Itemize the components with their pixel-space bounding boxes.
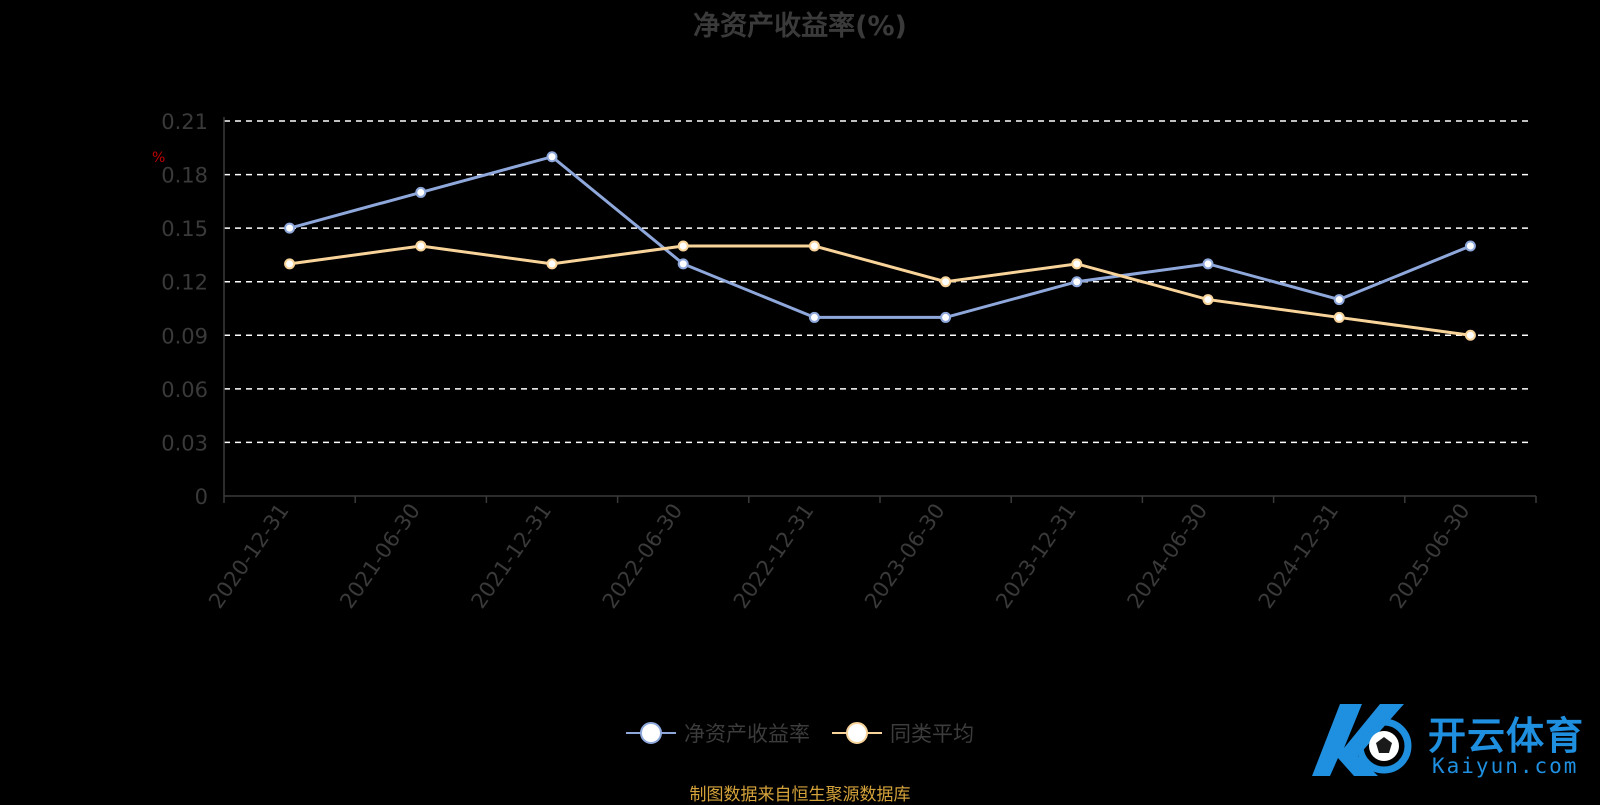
x-tick-label: 2024-06-30	[1122, 499, 1212, 613]
series-line-1	[289, 244, 1471, 337]
y-tick-label: 0.18	[161, 164, 208, 188]
x-tick-label: 2023-06-30	[860, 499, 950, 613]
x-tick-label: 2023-12-31	[991, 499, 1081, 613]
data-point-s0-1	[415, 186, 427, 198]
data-point-s1-2	[546, 258, 558, 270]
data-point-s1-0	[284, 258, 296, 270]
legend-label-roe: 净资产收益率	[684, 722, 810, 746]
source-note: 制图数据来自恒生聚源数据库	[689, 785, 911, 805]
data-point-s0-5	[940, 311, 952, 323]
data-point-s1-1	[415, 240, 427, 252]
watermark-brand: 开云体育	[1428, 714, 1585, 758]
data-point-s1-4	[808, 240, 820, 252]
kaiyun-logo	[1312, 704, 1412, 776]
y-tick-label: 0	[195, 485, 208, 509]
x-tick-label: 2024-12-31	[1254, 499, 1344, 613]
data-point-s0-6	[1071, 276, 1083, 288]
data-point-s0-8	[1333, 294, 1345, 306]
legend-item-peer-average[interactable]: 同类平均	[832, 718, 974, 748]
legend-label-peer-average: 同类平均	[890, 722, 974, 746]
data-point-s0-2	[546, 151, 558, 163]
x-tick-label: 2020-12-31	[204, 499, 294, 613]
series-line-0	[289, 155, 1471, 319]
data-point-s1-6	[1071, 258, 1083, 270]
data-point-s1-7	[1202, 294, 1214, 306]
legend-swatch-peer-average	[832, 721, 882, 745]
legend: 净资产收益率 同类平均	[0, 718, 1600, 748]
y-tick-label: 0.21	[161, 110, 208, 134]
x-tick-label: 2021-12-31	[466, 499, 556, 613]
data-point-s0-9	[1464, 240, 1476, 252]
x-tick-label: 2022-12-31	[729, 499, 819, 613]
y-tick-label: 0.09	[161, 324, 208, 348]
y-tick-label: 0.15	[161, 217, 208, 241]
data-point-s1-3	[677, 240, 689, 252]
data-point-s1-5	[940, 276, 952, 288]
data-point-s1-9	[1464, 329, 1476, 341]
data-point-s1-8	[1333, 311, 1345, 323]
x-tick-label: 2025-06-30	[1385, 499, 1475, 613]
legend-item-roe[interactable]: 净资产收益率	[626, 718, 810, 748]
x-tick-label: 2021-06-30	[335, 499, 425, 613]
data-point-s0-7	[1202, 258, 1214, 270]
y-tick-label: 0.06	[161, 378, 208, 402]
data-point-s0-4	[808, 311, 820, 323]
watermark-domain: Kaiyun.com	[1432, 754, 1579, 778]
chart-title: 净资产收益率(%)	[693, 11, 907, 42]
y-tick-label: 0.03	[161, 431, 208, 455]
data-point-s0-0	[284, 222, 296, 234]
y-axis-unit: %	[152, 150, 166, 166]
data-point-s0-3	[677, 258, 689, 270]
x-tick-label: 2022-06-30	[598, 499, 688, 613]
y-tick-label: 0.12	[161, 271, 208, 295]
legend-swatch-roe	[626, 721, 676, 745]
